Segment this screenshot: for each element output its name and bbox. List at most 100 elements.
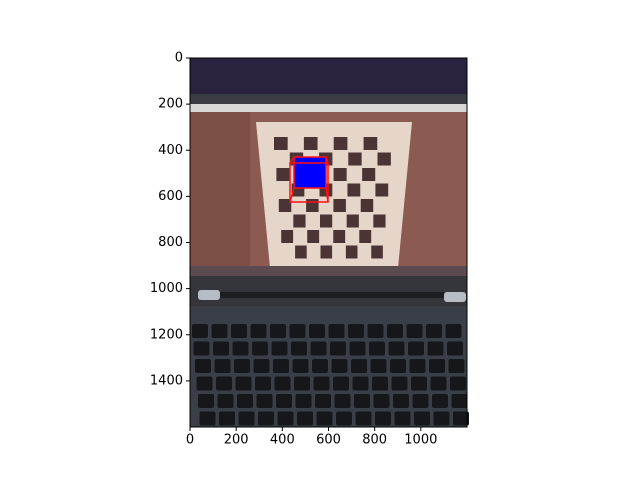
key (234, 359, 250, 373)
key (387, 324, 403, 338)
key (273, 359, 289, 373)
key (393, 394, 409, 408)
key (198, 394, 214, 408)
key (333, 376, 349, 391)
checker-square (346, 214, 359, 228)
key (367, 324, 384, 338)
key (330, 341, 346, 356)
checker-square (377, 152, 391, 166)
key (195, 359, 211, 373)
key (355, 411, 372, 426)
key (406, 324, 423, 338)
key (328, 324, 345, 338)
checker-square (363, 137, 378, 150)
checker-square (295, 245, 307, 259)
key (448, 359, 465, 373)
checker-square (333, 168, 347, 181)
checker-square (333, 199, 346, 212)
key (277, 411, 294, 426)
key (414, 411, 430, 426)
key (409, 359, 426, 373)
key (232, 341, 249, 356)
checker-square (345, 245, 358, 259)
key (453, 411, 469, 426)
checker-square (320, 245, 333, 259)
x-tick-label: 800 (362, 433, 387, 448)
checker-square (362, 168, 376, 181)
checker-square (371, 245, 383, 259)
key (372, 376, 388, 391)
key (252, 341, 268, 356)
key (430, 376, 447, 391)
key (235, 376, 252, 391)
key (309, 324, 325, 338)
checker-square (333, 137, 348, 150)
key (231, 324, 247, 338)
key (219, 411, 235, 426)
x-tick-label: 0 (186, 433, 194, 448)
checker-square (293, 214, 306, 228)
key (334, 394, 351, 408)
checker-square (320, 214, 333, 228)
checker-square (347, 183, 361, 197)
key (450, 376, 466, 391)
key (351, 359, 367, 373)
key (276, 394, 292, 408)
y-tick-label: 800 (158, 235, 183, 250)
checker-square (373, 214, 386, 228)
key (447, 341, 463, 356)
key (216, 376, 232, 391)
key (250, 324, 267, 338)
x-tick-label: 1000 (404, 433, 437, 448)
key (193, 341, 210, 356)
key (192, 324, 208, 338)
key (274, 376, 291, 391)
key (370, 359, 387, 373)
key (313, 376, 330, 391)
checker-square (303, 137, 318, 150)
key (427, 341, 444, 356)
key (253, 359, 270, 373)
key (388, 341, 405, 356)
y-tick-label: 400 (158, 143, 183, 158)
checker-square (278, 199, 292, 212)
checker-square (333, 230, 346, 243)
key (445, 324, 462, 338)
key (369, 341, 385, 356)
y-tick-label: 200 (158, 97, 183, 112)
checker-square (306, 199, 319, 212)
y-tick-label: 0 (175, 51, 183, 66)
y-tick-label: 600 (158, 189, 183, 204)
key (391, 376, 408, 391)
key (390, 359, 406, 373)
key (294, 376, 310, 391)
key (211, 324, 228, 338)
key (271, 341, 288, 356)
key (217, 394, 234, 408)
key (394, 411, 411, 426)
key (255, 376, 271, 391)
checker-square (359, 230, 372, 243)
checker-square (274, 137, 288, 150)
checker-square (281, 230, 294, 243)
key (354, 394, 370, 408)
checker-square (348, 152, 362, 166)
key (295, 394, 312, 408)
key (352, 376, 369, 391)
key (433, 411, 450, 426)
key (411, 376, 427, 391)
key (270, 324, 286, 338)
key (312, 359, 328, 373)
checker-square (360, 199, 374, 212)
key (375, 411, 391, 426)
key (213, 341, 229, 356)
key (289, 324, 306, 338)
photo (190, 58, 469, 427)
key (199, 411, 216, 426)
key (432, 394, 448, 408)
key (426, 324, 442, 338)
y-tick-label: 1000 (150, 281, 183, 296)
key (451, 394, 468, 408)
key (256, 394, 273, 408)
